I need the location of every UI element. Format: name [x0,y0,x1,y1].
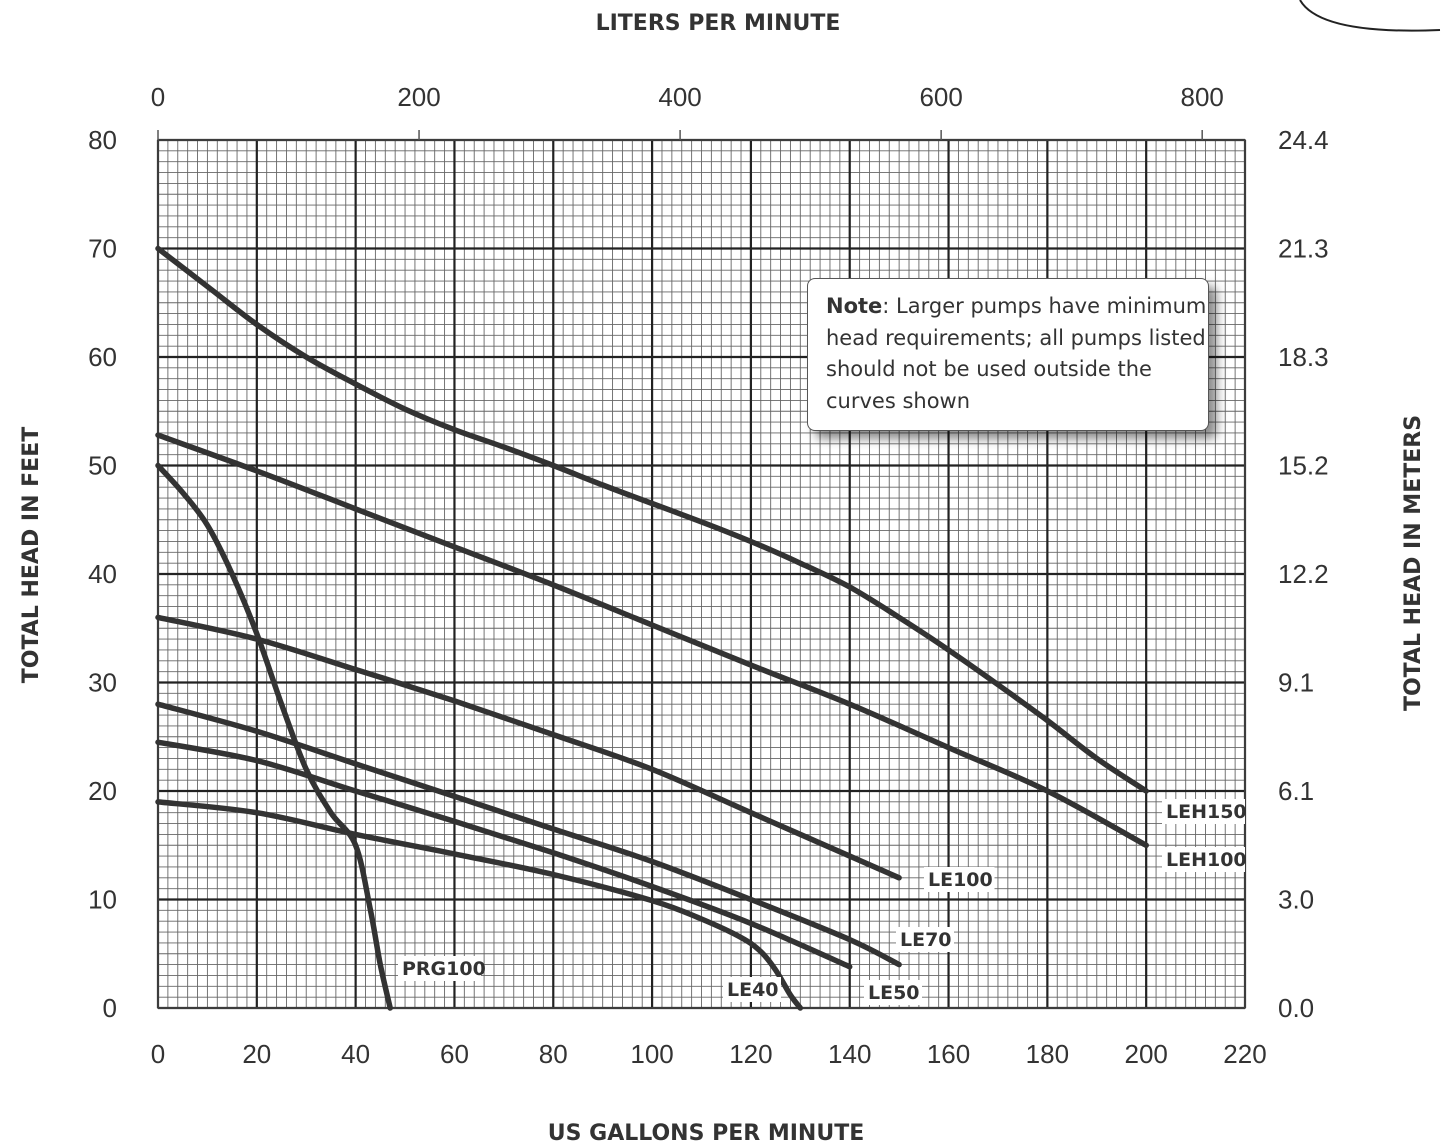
y-tick-label: 20 [88,776,117,806]
curve-label-bg [398,956,481,981]
y2-tick-label: 24.4 [1278,125,1329,155]
curve-label-prg100: PRG100 [402,958,486,980]
y2-tick-label: 15.2 [1278,451,1329,481]
y-tick-label: 50 [88,451,117,481]
curve-label-bg [896,927,954,952]
x2-tick-label: 800 [1180,82,1223,112]
y2-tick-label: 6.1 [1278,776,1314,806]
curve-le40 [155,799,804,1011]
x-tick-label: 140 [828,1039,871,1069]
x2-axis-title: LITERS PER MINUTE [596,11,841,36]
decorative-arc [1299,0,1441,32]
curve-label-le70: LE70 [900,929,952,951]
curve-label-bg [864,980,922,1005]
x-tick-label: 180 [1026,1039,1069,1069]
x2-tick-label: 400 [658,82,701,112]
curve-label-bg [1162,799,1245,824]
y-tick-label: 30 [88,668,117,698]
curve-leh100 [155,432,1149,849]
curve-label-bg [924,867,995,892]
x-tick-label: 60 [440,1039,469,1069]
curve-label-le100: LE100 [928,869,993,891]
curve-label-bg [1162,847,1245,872]
x-tick-label: 200 [1124,1039,1167,1069]
y2-tick-label: 18.3 [1278,342,1329,372]
y2-tick-label: 12.2 [1278,559,1329,589]
note-label: Note [826,294,883,318]
x2-tick-label: 200 [397,82,440,112]
curve-label-leh150: LEH150 [1166,801,1247,823]
y2-axis-title: TOTAL HEAD IN METERS [1401,415,1426,711]
y2-tick-label: 9.1 [1278,668,1314,698]
curve-leh150 [155,245,1149,794]
y2-tick-label: 3.0 [1278,885,1314,915]
y-tick-label: 70 [88,234,117,264]
curve-labels: LEH150 LEH100 LE100 LE70 LE50 LE40 PRG100 [398,799,1247,1005]
x-tick-label: 120 [729,1039,772,1069]
curve-label-bg [723,977,781,1002]
y-tick-label: 40 [88,559,117,589]
y-tick-label: 60 [88,342,117,372]
axis-ticks: 0 20 40 60 80 100 120 140 160 180 200 220 0 10 20 30 40 5… [88,82,1329,1069]
curve-le100 [155,614,902,881]
curve-label-le50: LE50 [868,982,920,1004]
x-tick-label: 80 [539,1039,568,1069]
x-axis-title: US GALLONS PER MINUTE [548,1121,864,1143]
y-tick-label: 0 [103,993,117,1023]
x-tick-label: 20 [242,1039,271,1069]
x-tick-label: 160 [927,1039,970,1069]
x-tick-label: 100 [630,1039,673,1069]
major-grid [156,138,1247,1010]
x-tick-label: 40 [341,1039,370,1069]
note-text: : Larger pumps have minimum head require… [826,294,1207,413]
pump-curves [155,245,1149,1011]
x-tick-label: 220 [1223,1039,1266,1069]
y-axis-title: TOTAL HEAD IN FEET [19,427,44,683]
curve-prg100 [155,462,393,1011]
y2-tick-label: 0.0 [1278,993,1314,1023]
curve-le70 [155,701,902,968]
x2-tick-label: 0 [151,82,165,112]
y-tick-label: 80 [88,125,117,155]
x2-tick-label: 600 [919,82,962,112]
curve-label-le40: LE40 [727,979,779,1001]
y2-tick-label: 21.3 [1278,234,1329,264]
x-tick-label: 0 [151,1039,165,1069]
y-tick-label: 10 [88,885,117,915]
curve-label-leh100: LEH100 [1166,849,1247,871]
note-box: Note: Larger pumps have minimum head req… [807,278,1209,431]
plot-frame [157,139,1246,1009]
curve-le50 [155,739,853,970]
